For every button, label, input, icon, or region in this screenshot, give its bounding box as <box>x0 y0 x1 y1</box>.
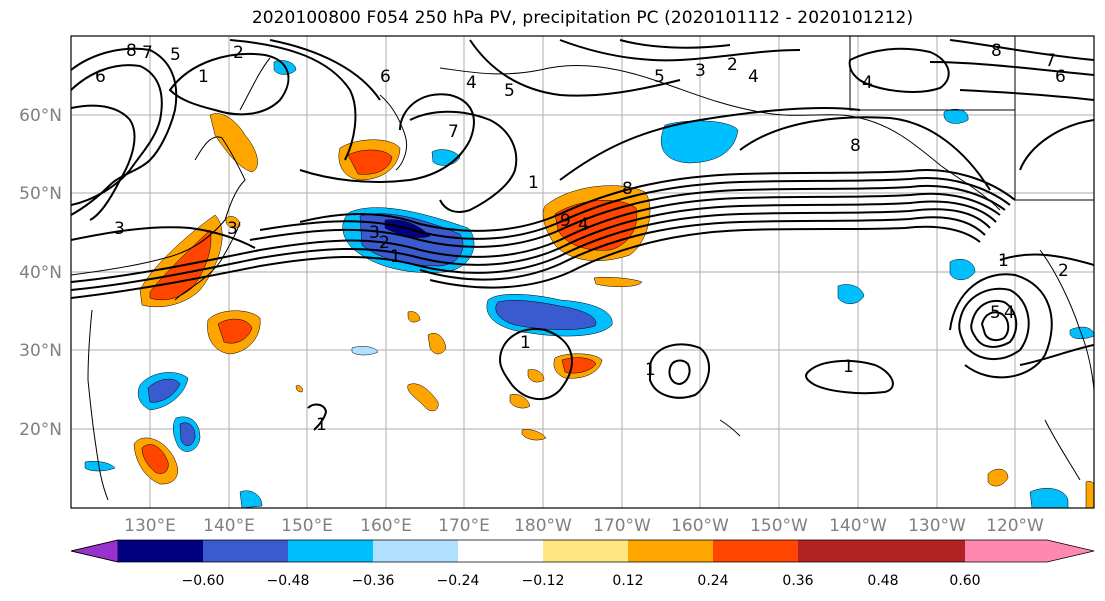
colorbar-bin <box>458 540 543 562</box>
colorbar-tick-label: 0.48 <box>867 573 898 589</box>
colorbar-bin <box>798 540 883 562</box>
colorbar-bin <box>118 540 203 562</box>
lon-label: 160°E <box>360 516 412 536</box>
lat-label: 40°N <box>19 263 62 283</box>
lon-label: 180°W <box>514 516 572 536</box>
colorbar-tick-label: 0.12 <box>612 573 643 589</box>
colorbar-bin <box>543 540 628 562</box>
lon-label: 170°E <box>438 516 490 536</box>
lon-label: 150°W <box>750 516 808 536</box>
lat-label: 30°N <box>19 341 62 361</box>
colorbar-bin <box>883 540 965 562</box>
contour-label: 4 <box>1004 303 1015 323</box>
contour-label: 3 <box>227 219 238 239</box>
colorbar-bin <box>203 540 288 562</box>
colorbar-tick-label: −0.12 <box>522 573 565 589</box>
colorbar: −0.60 −0.48 −0.36 −0.24 −0.12 0.12 0.24 … <box>70 539 1095 589</box>
lon-label: 150°E <box>281 516 333 536</box>
lat-label: 50°N <box>19 184 62 204</box>
contour-label: 4 <box>466 73 477 93</box>
contour-label: 1 <box>390 247 401 267</box>
contour-label: 1 <box>520 333 531 353</box>
lat-label: 20°N <box>19 420 62 440</box>
colorbar-tick-label: −0.60 <box>182 573 225 589</box>
colorbar-bin <box>628 540 713 562</box>
pv-contours <box>71 39 1094 431</box>
map-title: 2020100800 F054 250 hPa PV, precipitatio… <box>251 8 914 28</box>
map-frame <box>70 35 1095 509</box>
contour-label: 7 <box>142 43 153 63</box>
lon-label: 140°W <box>829 516 887 536</box>
colorbar-under-arrow <box>70 539 119 563</box>
colorbar-tick-label: −0.36 <box>352 573 395 589</box>
colorbar-bin <box>288 540 373 562</box>
colorbar-tick-label: −0.24 <box>437 573 480 589</box>
contour-label: 4 <box>748 67 759 87</box>
contour-label: 7 <box>448 122 459 142</box>
colorbar-tick-label: 0.36 <box>782 573 813 589</box>
contour-label: 6 <box>1055 67 1066 87</box>
colorbar-tick-label: −0.48 <box>267 573 310 589</box>
lon-label: 170°W <box>593 516 651 536</box>
contour-label: 8 <box>991 41 1002 61</box>
contour-label: 5 <box>990 303 1001 323</box>
lon-label: 160°W <box>671 516 729 536</box>
contour-label: 1 <box>316 415 327 435</box>
lon-label: 120°W <box>986 516 1044 536</box>
contour-label: 1 <box>645 360 656 380</box>
contour-label: 2 <box>727 55 738 75</box>
colorbar-bin <box>373 540 458 562</box>
contour-label: 3 <box>695 61 706 81</box>
colorbar-outline <box>70 539 1095 563</box>
lon-label: 130°E <box>124 516 176 536</box>
contour-label: 8 <box>850 136 861 156</box>
contour-labels: 8 7 5 2 1 6 6 4 5 7 5 3 2 4 8 7 6 4 8 3 … <box>95 41 1069 435</box>
contour-label: 1 <box>998 251 1009 271</box>
lon-label: 130°W <box>908 516 966 536</box>
lon-label: 140°E <box>203 516 255 536</box>
lat-label: 60°N <box>19 106 62 126</box>
contour-label: 4 <box>578 215 589 235</box>
longitude-labels: 130°E 140°E 150°E 160°E 170°E 180°W 170°… <box>124 516 1044 536</box>
contour-label: 5 <box>654 67 665 87</box>
contour-label: 6 <box>380 67 391 87</box>
precip-shading <box>84 60 1094 508</box>
contour-label: 8 <box>126 41 137 61</box>
contour-label: 6 <box>95 67 106 87</box>
contour-label: 8 <box>622 179 633 199</box>
contour-label: 3 <box>114 219 125 239</box>
contour-label: 1 <box>528 173 539 193</box>
colorbar-tick-label: 0.24 <box>697 573 728 589</box>
contour-label: 5 <box>170 45 181 65</box>
contour-label: 1 <box>843 357 854 377</box>
latitude-labels: 60°N 50°N 40°N 30°N 20°N <box>19 106 62 440</box>
contour-label: 2 <box>233 43 244 63</box>
contour-label: 2 <box>1058 261 1069 281</box>
contour-label: 9 <box>560 211 571 231</box>
colorbar-bin <box>713 540 798 562</box>
contour-label: 3 <box>369 223 380 243</box>
contour-label: 2 <box>379 233 390 253</box>
contour-label: 5 <box>504 81 515 101</box>
colorbar-tick-label: 0.60 <box>949 573 980 589</box>
contour-label: 1 <box>198 67 209 87</box>
contour-label: 4 <box>862 73 873 93</box>
contour-label: 7 <box>1045 51 1056 71</box>
